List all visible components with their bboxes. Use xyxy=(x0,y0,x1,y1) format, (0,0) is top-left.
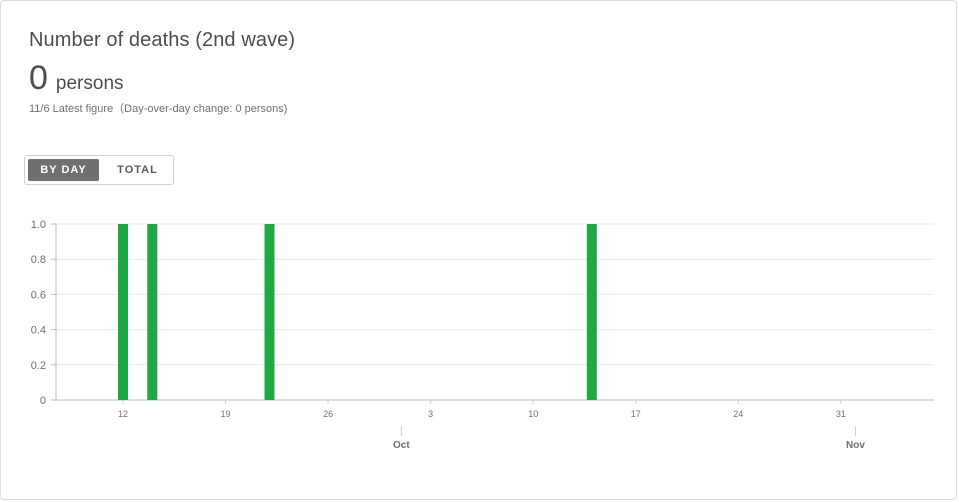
latest-value-number: 0 xyxy=(29,59,48,97)
bar xyxy=(118,224,128,400)
x-tick-label: 10 xyxy=(528,409,538,419)
x-tick-label: 17 xyxy=(631,409,641,419)
bar xyxy=(147,224,158,400)
deaths-bar-chart: 0 0.2 0.4 0.6 0.8 1.0 12 19 26 3 10 17 24 31 Oct Nov xyxy=(31,219,934,451)
y-tick-label: 0.4 xyxy=(31,325,46,337)
bar xyxy=(586,224,597,400)
latest-figure-note: 11/6 Latest figure（Day-over-day change: … xyxy=(29,103,288,115)
month-label: Nov xyxy=(846,440,865,451)
total-button[interactable]: TOTAL xyxy=(117,164,158,176)
y-tick-label: 0.8 xyxy=(31,254,46,266)
y-tick-label: 0.6 xyxy=(31,289,46,301)
card-title: Number of deaths (2nd wave) xyxy=(29,29,296,51)
by-day-button[interactable]: BY DAY xyxy=(28,159,99,181)
view-toggle: BY DAY TOTAL xyxy=(24,155,174,185)
x-tick-label: 24 xyxy=(733,409,743,419)
x-tick-label: 19 xyxy=(221,409,231,419)
y-tick-label: 1.0 xyxy=(31,219,46,231)
x-tick-label: 12 xyxy=(118,409,128,419)
month-label: Oct xyxy=(393,440,410,451)
x-tick-label: 31 xyxy=(836,409,846,419)
latest-value: 0 persons xyxy=(29,59,124,98)
x-tick-label: 26 xyxy=(323,409,333,419)
x-tick-label: 3 xyxy=(428,409,433,419)
y-tick-label: 0.2 xyxy=(31,360,46,372)
y-tick-label: 0 xyxy=(40,395,46,407)
bar xyxy=(264,224,275,400)
latest-value-unit: persons xyxy=(55,73,124,94)
